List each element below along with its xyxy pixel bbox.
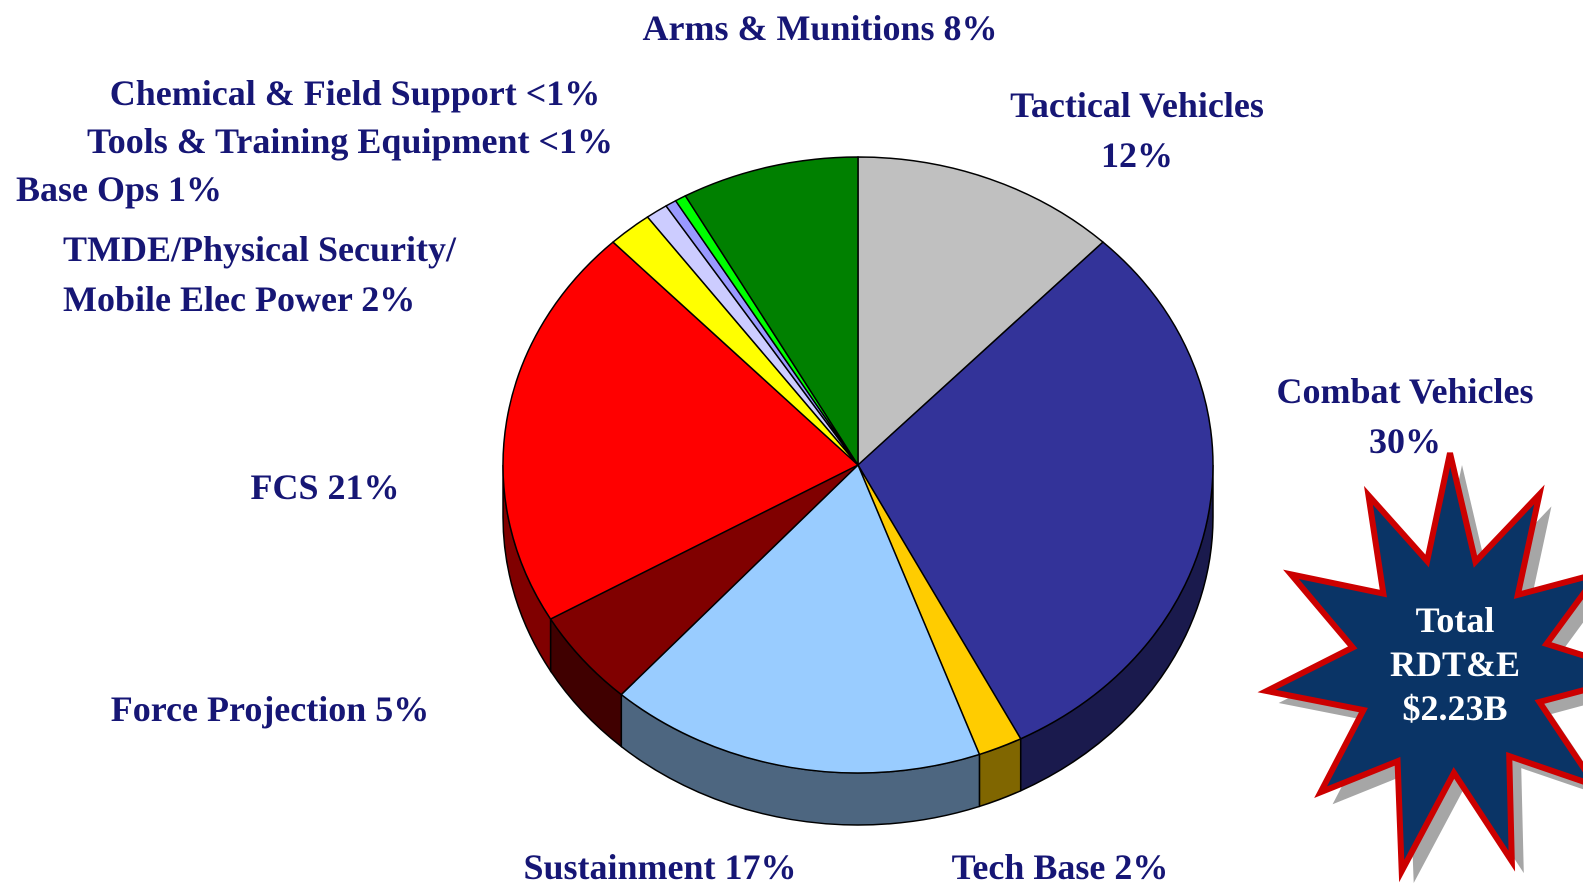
value-label: 2% bbox=[361, 279, 416, 319]
category-label: Sustainment bbox=[523, 847, 716, 887]
category-label: FCS bbox=[250, 467, 319, 507]
slice-label: Sustainment 17% bbox=[490, 842, 830, 892]
slice-label: FCS 21% bbox=[200, 462, 450, 512]
value-label: 2% bbox=[1114, 847, 1169, 887]
slice bbox=[857, 241, 1214, 740]
category-label: TMDE/Physical Security/ Mobile Elec Powe… bbox=[63, 229, 456, 319]
slice bbox=[502, 241, 860, 620]
category-label: Base Ops bbox=[16, 169, 160, 209]
slice-label: Tactical Vehicles 12% bbox=[977, 80, 1297, 180]
category-label: Tech Base bbox=[951, 847, 1106, 887]
starburst bbox=[1257, 452, 1583, 883]
category-label: Force Projection bbox=[110, 689, 367, 729]
value-label: 1% bbox=[168, 169, 223, 209]
category-label: Tools & Training Equipment bbox=[87, 121, 530, 161]
category-label: Chemical & Field Support bbox=[109, 73, 517, 113]
slice-label: Tech Base 2% bbox=[915, 842, 1205, 892]
total-annotation: Total RDT&E $2.23B bbox=[1389, 600, 1520, 728]
slice bbox=[684, 156, 859, 468]
value-label: 8% bbox=[943, 8, 998, 48]
value-label: <1% bbox=[525, 73, 601, 113]
slice-label: Force Projection 5% bbox=[60, 684, 480, 734]
slice-label: Tools & Training Equipment <1% bbox=[20, 116, 680, 166]
category-label: Tactical Vehicles bbox=[1010, 85, 1264, 125]
slice-label: Combat Vehicles 30% bbox=[1245, 366, 1565, 466]
category-label: Arms & Munitions bbox=[642, 8, 935, 48]
slice-label: Base Ops 1% bbox=[16, 164, 316, 214]
slice-label: Arms & Munitions 8% bbox=[560, 3, 1080, 53]
slice bbox=[620, 463, 981, 774]
value-label: 30% bbox=[1369, 421, 1441, 461]
slice bbox=[857, 156, 1105, 467]
value-label: <1% bbox=[538, 121, 613, 161]
category-label: Combat Vehicles bbox=[1276, 371, 1534, 411]
slice-label: TMDE/Physical Security/ Mobile Elec Powe… bbox=[63, 224, 543, 324]
value-label: 17% bbox=[724, 847, 797, 887]
value-label: 21% bbox=[327, 467, 400, 507]
value-label: 12% bbox=[1101, 135, 1173, 175]
slice-label: Chemical & Field Support <1% bbox=[30, 68, 680, 118]
value-label: 5% bbox=[375, 689, 430, 729]
